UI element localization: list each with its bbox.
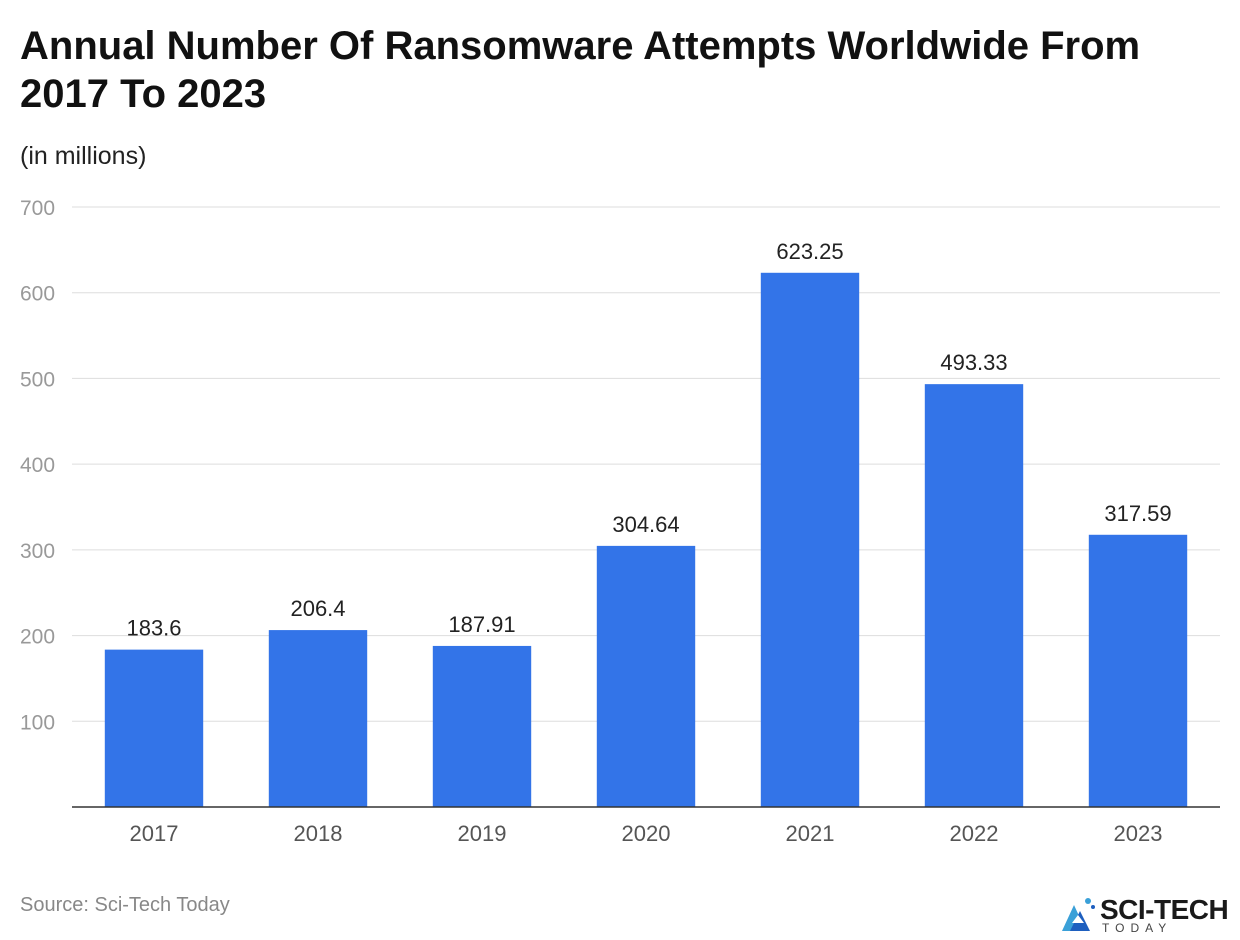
value-labels: 183.6 206.4 187.91 304.64 623.25 493.33 317.59 — [126, 239, 1171, 641]
chart-subtitle: (in millions) — [20, 142, 147, 170]
value-label: 183.6 — [126, 616, 181, 641]
chart-title: Annual Number Of Ransomware Attempts Wor… — [20, 24, 1141, 116]
value-label: 304.64 — [612, 512, 679, 537]
x-tick-label: 2021 — [786, 821, 835, 846]
bar-2020 — [596, 545, 696, 807]
grid-lines — [72, 206, 1220, 722]
x-tick-label: 2019 — [458, 821, 507, 846]
sci-tech-logo: SCI-TECH TODAY — [1058, 893, 1238, 935]
y-tick-label: 200 — [20, 626, 55, 649]
value-label: 206.4 — [290, 596, 345, 621]
y-tick-label: 400 — [20, 454, 55, 477]
y-tick-label: 700 — [20, 197, 55, 220]
y-tick-label: 600 — [20, 283, 55, 306]
bar-2023 — [1088, 534, 1188, 807]
logo-text: SCI-TECH — [1100, 894, 1229, 925]
x-tick-label: 2023 — [1114, 821, 1163, 846]
y-axis-ticks: 100 200 300 400 500 600 700 — [20, 197, 55, 734]
x-tick-label: 2018 — [294, 821, 343, 846]
logo-subtext: TODAY — [1102, 921, 1173, 935]
logo-icon — [1062, 898, 1095, 931]
bar-2022 — [924, 384, 1024, 807]
value-label: 623.25 — [776, 239, 843, 264]
bar-2017 — [104, 649, 204, 807]
x-axis-ticks: 2017 2018 2019 2020 2021 2022 2023 — [130, 821, 1163, 846]
value-label: 493.33 — [940, 350, 1007, 375]
source-note: Source: Sci-Tech Today — [20, 894, 230, 916]
bars — [104, 272, 1188, 807]
x-tick-label: 2017 — [130, 821, 179, 846]
y-tick-label: 300 — [20, 540, 55, 563]
bar-2019 — [432, 645, 532, 807]
bar-chart: 100 200 300 400 500 600 700 183.6 206.4 187.91 30… — [20, 197, 1220, 846]
bar-2021 — [760, 272, 860, 807]
value-label: 187.91 — [448, 612, 515, 637]
value-label: 317.59 — [1104, 501, 1171, 526]
y-tick-label: 500 — [20, 368, 55, 391]
x-tick-label: 2020 — [622, 821, 671, 846]
bar-2018 — [268, 630, 368, 807]
x-tick-label: 2022 — [950, 821, 999, 846]
y-tick-label: 100 — [20, 711, 55, 734]
